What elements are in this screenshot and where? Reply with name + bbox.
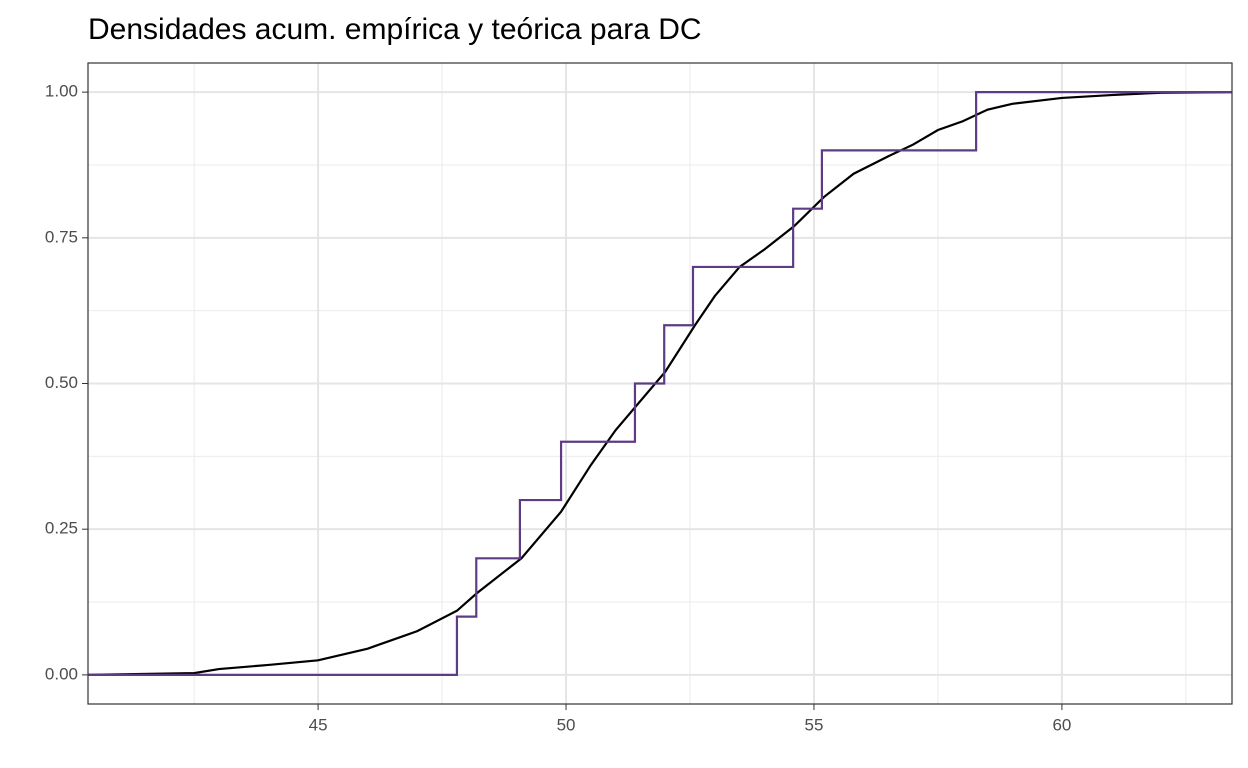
- y-tick-label: 0.00: [45, 664, 78, 683]
- chart-title: Densidades acum. empírica y teórica para…: [88, 13, 702, 46]
- x-tick-label: 60: [1052, 715, 1071, 734]
- x-tick-label: 50: [557, 715, 576, 734]
- y-tick-label: 0.50: [45, 373, 78, 392]
- y-tick-label: 1.00: [45, 82, 78, 101]
- panel-border: [87, 62, 1233, 705]
- x-tick-label: 55: [805, 715, 824, 734]
- ecdf-line: [88, 91, 1232, 676]
- y-tick-label: 0.75: [45, 227, 78, 246]
- cdf-line: [87, 91, 1233, 676]
- x-tick-label: 45: [309, 715, 328, 734]
- y-tick-label: 0.25: [45, 519, 78, 538]
